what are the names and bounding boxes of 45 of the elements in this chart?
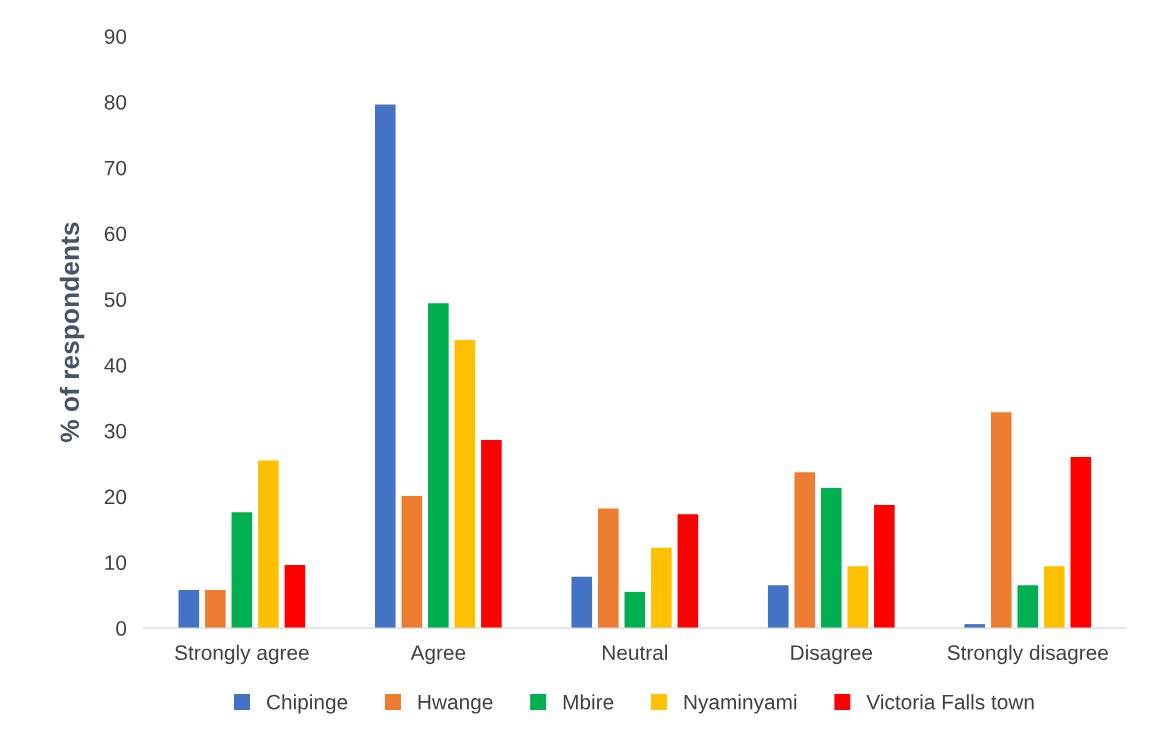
y-tick-label: 80 [104, 94, 127, 110]
x-tick-label: Strongly disagree [947, 644, 1108, 665]
y-tick-label: 0 [116, 621, 127, 636]
bar [767, 585, 789, 629]
y-axis-title: % of respondents [59, 222, 85, 443]
x-tick-label: Disagree [791, 644, 873, 665]
legend-label: Nyaminyami [684, 694, 797, 714]
bar [284, 564, 306, 629]
legend-label: Chipinge [267, 694, 348, 714]
bar [820, 488, 842, 629]
y-tick-label: 20 [104, 489, 127, 505]
bar [597, 508, 619, 629]
bar [651, 547, 672, 629]
bar [571, 576, 593, 629]
legend-label: Hwange [418, 694, 493, 714]
bar [205, 589, 226, 629]
bar [1017, 585, 1039, 629]
bar [990, 412, 1012, 629]
bar [178, 589, 200, 629]
bar [794, 472, 816, 629]
y-tick-label: 40 [104, 358, 127, 373]
bar [258, 460, 279, 629]
y-tick-label: 50 [104, 292, 127, 308]
bar [454, 340, 476, 629]
bar [428, 303, 449, 629]
bar [401, 495, 423, 629]
bar [374, 104, 396, 629]
bar [1070, 457, 1092, 629]
legend-label: Mbire [563, 694, 614, 710]
x-tick-label: Agree [410, 645, 466, 665]
bar [677, 514, 699, 629]
y-tick-label: 30 [104, 423, 127, 439]
bar [1043, 566, 1065, 629]
y-tick-label: 60 [104, 226, 127, 242]
y-tick-label: 90 [104, 29, 127, 44]
bar [874, 505, 895, 629]
y-tick-label: 70 [104, 160, 127, 176]
y-tick-label: 10 [105, 555, 127, 571]
x-tick-label: Strongly agree [175, 644, 309, 665]
bar [624, 591, 646, 629]
legend-label: Victoria Falls town [866, 694, 1034, 710]
bar [481, 439, 502, 629]
bar [231, 512, 253, 629]
x-tick-label: Neutral [602, 644, 668, 661]
bar [847, 566, 869, 629]
